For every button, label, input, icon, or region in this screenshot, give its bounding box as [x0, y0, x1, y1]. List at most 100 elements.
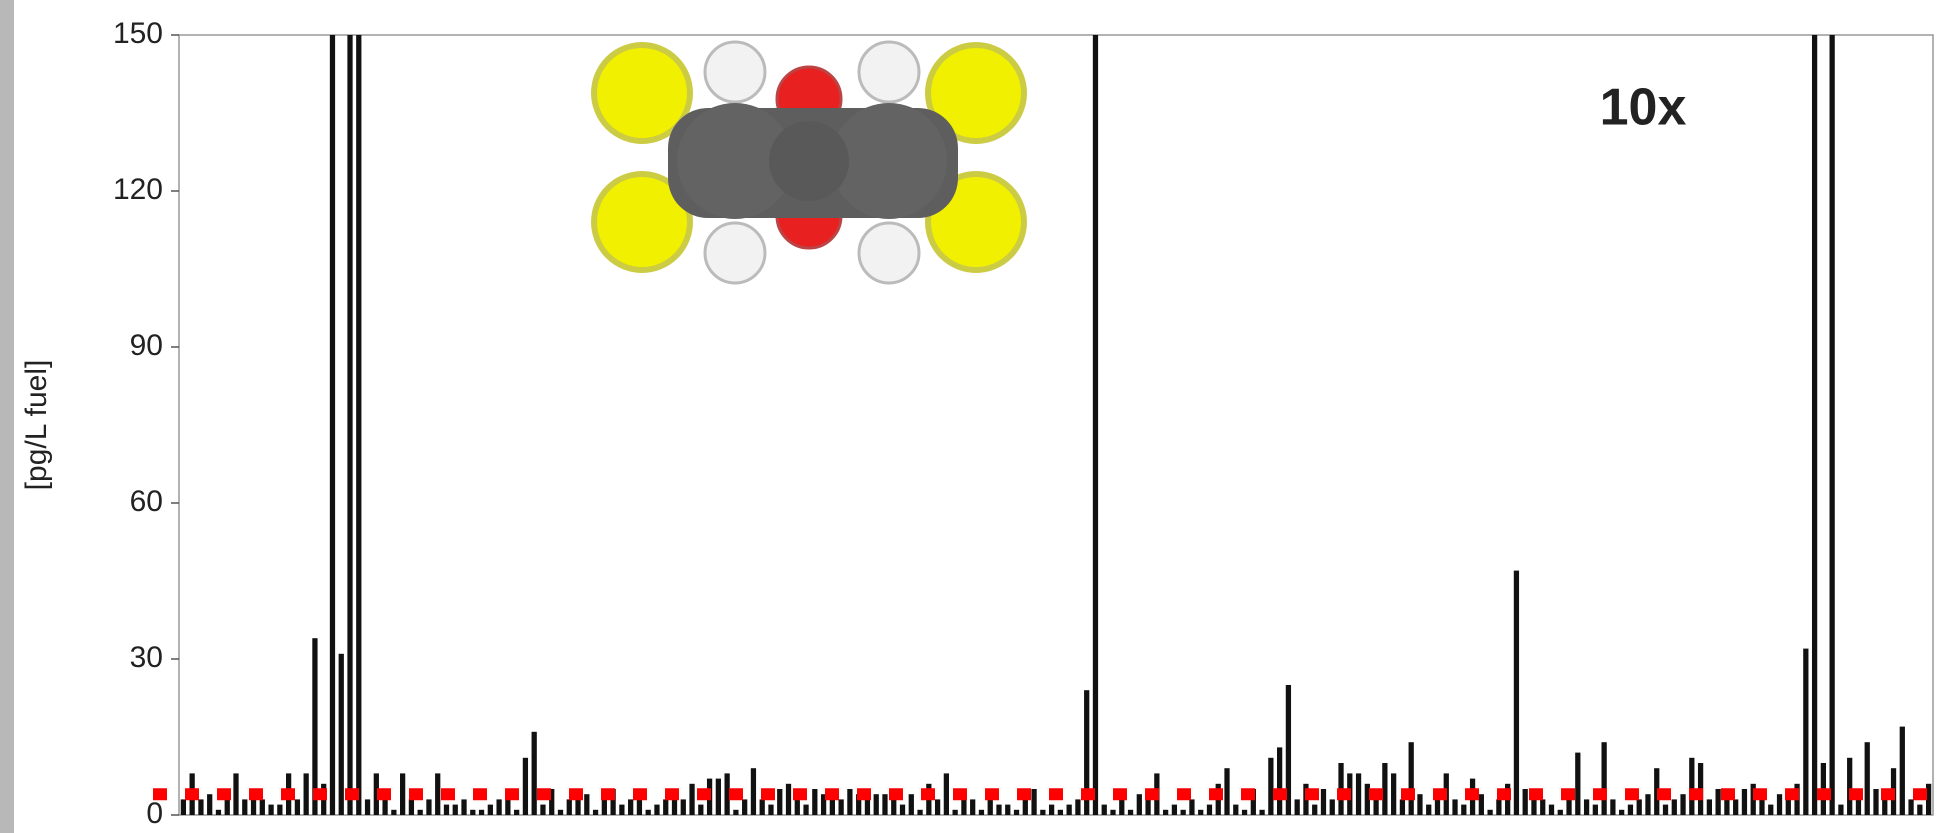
bar [681, 799, 686, 815]
y-tick-label: 120 [113, 173, 163, 206]
bar [435, 773, 440, 815]
bar [532, 732, 537, 815]
bar [1189, 799, 1194, 815]
bar [1514, 571, 1519, 815]
chart: [pg/L fuel] 10x 0306090120150 [0, 0, 1937, 833]
bar [1742, 789, 1747, 815]
bar [1847, 758, 1852, 815]
bar [1005, 805, 1010, 815]
bar [1917, 805, 1922, 815]
atom [859, 223, 919, 283]
bar [1663, 805, 1668, 815]
y-tick-label: 150 [113, 17, 163, 50]
bar [979, 810, 984, 815]
bar [242, 799, 247, 815]
bar [1873, 789, 1878, 815]
atom [705, 42, 765, 102]
bar [523, 758, 528, 815]
bar [1908, 799, 1913, 815]
bar [1128, 810, 1133, 815]
bar [1400, 799, 1405, 815]
bar [970, 799, 975, 815]
bar [944, 773, 949, 815]
bar [768, 805, 773, 815]
bar [1777, 794, 1782, 815]
bar [1812, 0, 1817, 815]
bar [1040, 810, 1045, 815]
bar [1426, 805, 1431, 815]
bar [295, 799, 300, 815]
bar [1461, 805, 1466, 815]
y-tick-label: 60 [130, 485, 163, 518]
bar [1198, 810, 1203, 815]
bar [1610, 799, 1615, 815]
bar [1102, 805, 1107, 815]
bar [1558, 810, 1563, 815]
bar [584, 794, 589, 815]
bar [216, 810, 221, 815]
bar [1049, 805, 1054, 815]
bar [488, 805, 493, 815]
bar [663, 799, 668, 815]
bar [935, 799, 940, 815]
bar [698, 805, 703, 815]
bar [268, 805, 273, 815]
bar [724, 773, 729, 815]
bar [1645, 794, 1650, 815]
plot-frame [179, 35, 1933, 815]
bar [1523, 789, 1528, 815]
bar [1672, 799, 1677, 815]
bar [444, 805, 449, 815]
annotation: 10x [1600, 79, 1687, 137]
bar [1137, 794, 1142, 815]
bar [1067, 805, 1072, 815]
atom [705, 223, 765, 283]
bar [882, 794, 887, 815]
bar [1242, 810, 1247, 815]
bar [646, 810, 651, 815]
bar [1768, 805, 1773, 815]
bar [356, 0, 361, 815]
bar [409, 799, 414, 815]
bar [777, 789, 782, 815]
y-tick-label: 0 [146, 797, 163, 830]
bar [330, 0, 335, 815]
bar [382, 799, 387, 815]
carbon-ring [769, 121, 849, 201]
bar [1295, 799, 1300, 815]
bar [339, 654, 344, 815]
bar [1619, 810, 1624, 815]
bar [365, 799, 370, 815]
bar [426, 799, 431, 815]
bar [540, 805, 545, 815]
bar [461, 799, 466, 815]
bar [1900, 727, 1905, 815]
bar [1707, 799, 1712, 815]
bar [1496, 799, 1501, 815]
atom [859, 42, 919, 102]
bar [742, 799, 747, 815]
y-tick-label: 30 [130, 641, 163, 674]
bar [1163, 810, 1168, 815]
bar [1417, 794, 1422, 815]
bar [418, 810, 423, 815]
bar [1856, 799, 1861, 815]
bar [1409, 742, 1414, 815]
bar [1268, 758, 1273, 815]
bar [786, 784, 791, 815]
bar [567, 799, 572, 815]
bar [1479, 794, 1484, 815]
bar [689, 784, 694, 815]
bar [1593, 805, 1598, 815]
bar [1277, 747, 1282, 815]
bar [865, 799, 870, 815]
bar [1031, 789, 1036, 815]
bar [961, 799, 966, 815]
bar [1733, 799, 1738, 815]
bar [1382, 763, 1387, 815]
bar [233, 773, 238, 815]
bar [602, 799, 607, 815]
bar [453, 805, 458, 815]
bar [619, 805, 624, 815]
bar [1119, 799, 1124, 815]
